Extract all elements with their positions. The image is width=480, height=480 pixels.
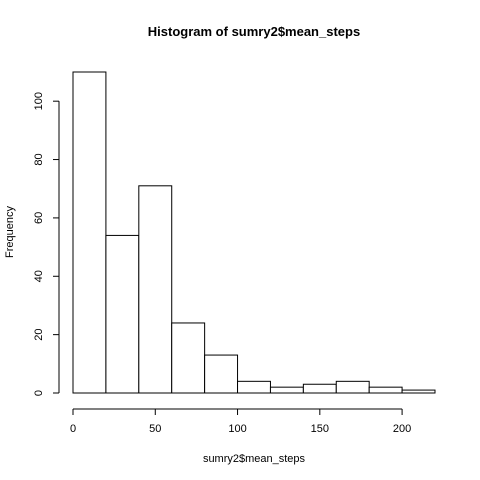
x-axis: 0 50 100 150 200 [70, 408, 411, 435]
y-tick-label-0: 0 [33, 390, 45, 396]
histogram-bar-8 [335, 380, 370, 394]
y-tick-label-3: 60 [33, 212, 45, 224]
x-tick-label-0: 0 [70, 423, 76, 435]
histogram-bar-10 [401, 389, 436, 394]
x-tick-label-1: 50 [149, 423, 161, 435]
y-tick-label-2: 40 [33, 270, 45, 282]
x-tick-label-2: 100 [228, 423, 246, 435]
histogram-bar-7 [302, 383, 337, 394]
histogram-bar-3 [171, 322, 206, 394]
histogram-bar-2 [138, 185, 173, 394]
y-tick-label-4: 80 [33, 153, 45, 165]
histogram-bar-6 [269, 386, 304, 394]
y-axis: 0 20 40 60 80 100 [33, 92, 60, 396]
histogram-bar-5 [237, 380, 271, 394]
y-tick-label-5: 100 [33, 92, 45, 110]
histogram-bar-1 [105, 234, 140, 394]
histogram-bar-4 [204, 354, 239, 394]
histogram-bars [72, 71, 436, 394]
histogram-bar-0 [72, 71, 107, 394]
x-tick-label-4: 200 [393, 423, 411, 435]
y-axis-label: Frequency [4, 206, 16, 258]
y-tick-label-1: 20 [33, 329, 45, 341]
histogram-bar-9 [368, 386, 403, 394]
x-axis-label: sumry2$mean_steps [203, 453, 306, 465]
chart-title: Histogram of sumry2$mean_steps [148, 24, 360, 39]
x-tick-label-3: 150 [311, 423, 329, 435]
